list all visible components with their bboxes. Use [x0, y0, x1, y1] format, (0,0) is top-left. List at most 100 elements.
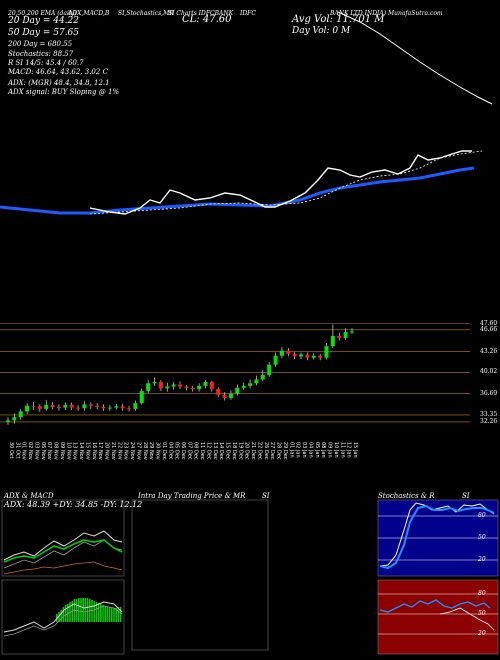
rsi-white-line	[439, 607, 495, 631]
intraday-si-label: SI	[262, 492, 270, 500]
date-tick-label: 28 Dec	[276, 442, 282, 460]
date-tick-label: 04 Dec	[167, 442, 173, 460]
candle-body	[178, 384, 182, 387]
macd-bar	[60, 610, 62, 622]
ema20-text: 20 Day = 44.22	[8, 16, 80, 26]
price-label: 33.35	[480, 410, 498, 418]
date-tick-label: 05 Dec	[174, 442, 180, 460]
candle	[133, 400, 138, 411]
candle	[31, 401, 36, 411]
price-line	[89, 150, 472, 215]
candle-body	[171, 384, 176, 387]
macd-bar	[100, 604, 102, 622]
macd-gray-line	[3, 605, 123, 637]
candle-body	[18, 411, 23, 418]
candle	[184, 385, 189, 391]
date-tick-label: 07 Dec	[186, 442, 192, 460]
ema-lines	[0, 11, 493, 215]
candle-body	[88, 404, 93, 406]
date-tick-label: 23 Nov	[123, 442, 129, 460]
date-tick-label: 16 Nov	[91, 442, 97, 460]
header-line-1c: SI,Stochastics,MR	[118, 10, 174, 17]
candle	[216, 387, 221, 398]
candle-body	[120, 406, 125, 409]
header-line-1d: SI Charts IDFCBANK	[168, 10, 234, 17]
candle	[190, 385, 195, 392]
stochastic-blue-line	[379, 504, 495, 570]
date-tick-label: 14 Nov	[78, 442, 84, 460]
candle	[235, 384, 240, 396]
adx-orange-line	[3, 561, 123, 575]
candle-body	[50, 405, 55, 407]
candle	[209, 380, 214, 392]
adx-signal-text: ADX signal: BUY Sloping @ 1%	[8, 88, 120, 96]
candle-body	[69, 405, 74, 408]
date-tick-label: 20 Nov	[104, 442, 110, 460]
date-tick-label: 20 Dec	[244, 442, 250, 460]
avg-volume: Avg Vol: 11.701 M	[292, 14, 385, 25]
date-tick-label: 17 Nov	[97, 442, 103, 460]
macd-bar	[93, 601, 95, 622]
candle-body	[101, 406, 106, 409]
candle-body	[216, 389, 221, 395]
price-label: 46.66	[480, 325, 498, 333]
candle-body	[350, 331, 354, 333]
candle-body	[235, 387, 240, 394]
date-tick-label: 26 Dec	[263, 442, 269, 460]
candle	[127, 405, 132, 412]
candle-body	[292, 353, 297, 357]
date-tick-label: 06 Nov	[40, 442, 46, 460]
adx-panel-title: ADX & MACD	[4, 492, 54, 500]
date-tick-label: 06 Dec	[180, 442, 186, 460]
date-tick-label: 28 Nov	[142, 442, 148, 460]
macd-bar	[91, 600, 93, 622]
candle	[318, 353, 323, 361]
candle-body	[279, 350, 284, 356]
candle	[178, 381, 182, 390]
candle	[260, 369, 265, 382]
candle	[76, 405, 81, 411]
candle	[299, 352, 304, 359]
macd-bar	[119, 607, 122, 622]
rsi-level-20: 20	[478, 630, 486, 637]
candle	[228, 390, 233, 400]
candle-body	[139, 390, 144, 404]
date-tick-label: 10 Jan	[333, 442, 339, 458]
macd-bar	[115, 608, 117, 622]
candle	[114, 403, 119, 410]
macd-bar	[62, 607, 65, 622]
candle-body	[133, 403, 138, 409]
macd-bar	[97, 603, 100, 622]
candle	[222, 392, 227, 401]
macd-bar	[106, 607, 109, 622]
candle	[44, 399, 49, 411]
candle	[292, 351, 297, 359]
candle-body	[95, 405, 100, 407]
candle	[139, 388, 144, 405]
day-volume: Day Vol: 0 M	[292, 26, 351, 36]
date-tick-label: 08 Nov	[53, 442, 59, 460]
date-tick-label: 22 Nov	[116, 442, 122, 460]
header-line-1b: ADX,MACD,B	[68, 10, 110, 17]
candle-body	[12, 417, 17, 421]
candle	[311, 353, 316, 360]
macd-bar	[108, 607, 111, 622]
date-tick-label: 03 Nov	[33, 442, 39, 460]
price-label: 40.02	[480, 368, 498, 376]
macd-bar	[58, 612, 60, 622]
candle	[203, 380, 208, 389]
date-tick-label: 08 Dec	[193, 442, 199, 460]
candle-body	[184, 386, 189, 388]
candle-body	[241, 385, 246, 388]
stoch-panel-title: Stochastics & R	[378, 492, 435, 500]
candle-body	[152, 382, 157, 384]
date-tick-label: 13 Nov	[72, 442, 78, 460]
candle-body	[107, 407, 112, 409]
candle-body	[25, 405, 30, 412]
header-line-1f: BANK LTD INDIA) MunafaSutra.com	[330, 10, 443, 17]
date-tick-label: 01 Dec	[161, 442, 167, 460]
macd-bar	[102, 605, 104, 622]
candle	[343, 328, 348, 340]
candle	[337, 332, 342, 341]
candle-body	[44, 405, 49, 409]
